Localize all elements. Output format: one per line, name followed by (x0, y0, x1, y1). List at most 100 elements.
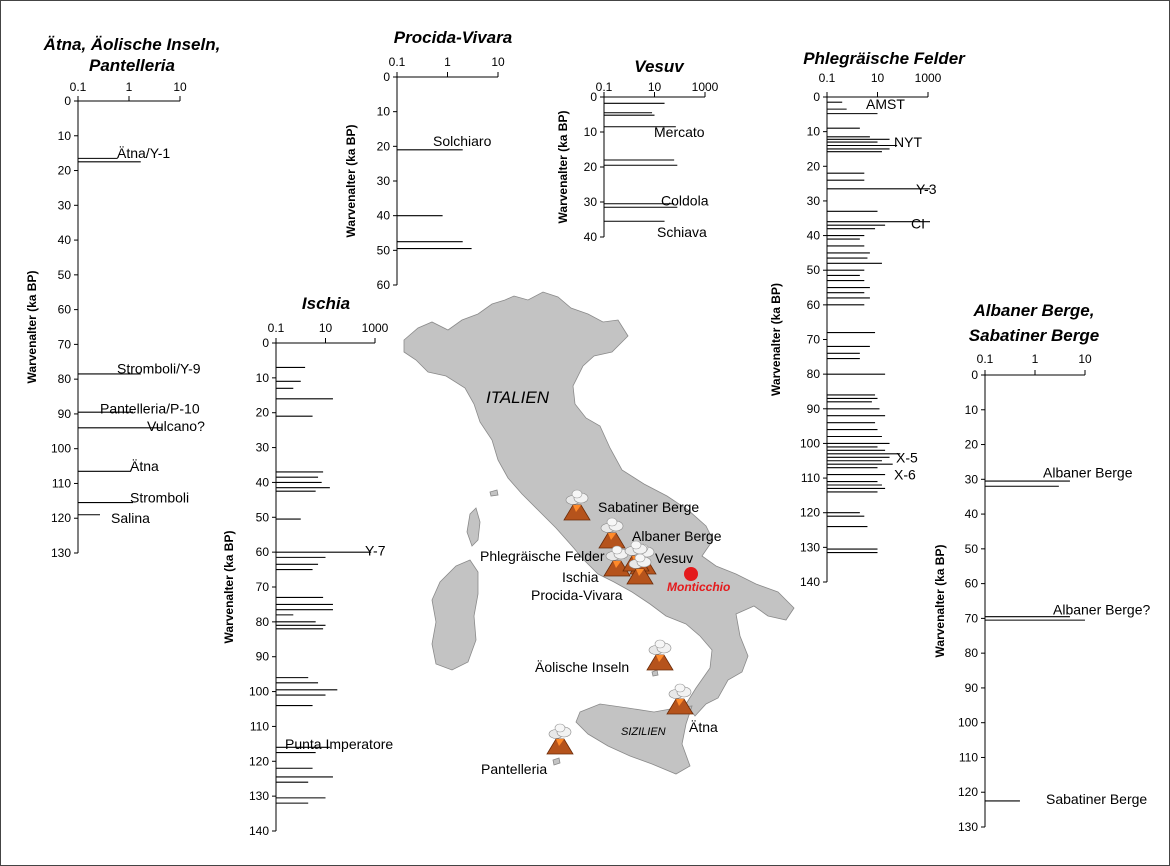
y-tick-label: 100 (51, 442, 71, 456)
map-label-aeolian: Äolische Inseln (535, 659, 629, 675)
y-tick-label: 60 (58, 303, 72, 317)
tephra-label: Stromboli/Y-9 (117, 361, 201, 377)
y-tick-label: 70 (58, 337, 72, 351)
panel-procida: Procida-Vivara 0.1 1 10 0 10 20 30 40 50 60 Warvena… (344, 28, 512, 292)
y-tick-label: 20 (965, 438, 979, 452)
tephra-label: Ätna (130, 458, 159, 474)
y-tick-label: 0 (383, 70, 390, 84)
map-label-ischia: Ischia (562, 569, 599, 585)
tephra-label: Pantelleria/P-10 (100, 401, 200, 417)
y-tick-label: 30 (58, 198, 72, 212)
tephra-label: Y-3 (916, 181, 937, 197)
y-tick-label: 70 (965, 611, 979, 625)
y-tick-label: 100 (249, 685, 269, 699)
y-tick-label: 50 (377, 243, 391, 257)
panel-ischia: Ischia 0.1 10 1000 0 10 20 30 40 50 60 70 80 90 100 110… (222, 294, 393, 838)
y-tick-label: 30 (256, 441, 270, 455)
aeolian-islands (651, 669, 659, 677)
y-tick-label: 20 (256, 406, 270, 420)
volcano-albaner-icon (598, 517, 626, 549)
map-label-pantelleria: Pantelleria (481, 761, 547, 777)
y-tick-label: 70 (807, 333, 821, 347)
panel-title: Ätna, Äolische Inseln, (43, 35, 221, 54)
y-tick-label: 60 (807, 298, 821, 312)
volcano-pantelleria-icon (546, 723, 574, 755)
y-tick-label: 110 (801, 471, 820, 485)
tephra-label: AMST (866, 96, 905, 112)
y-tick-label: 40 (584, 230, 598, 244)
map-label-albaner: Albaner Berge (632, 528, 722, 544)
y-tick-label: 20 (584, 160, 598, 174)
y-tick-label: 80 (807, 367, 821, 381)
y-tick-label: 20 (58, 164, 72, 178)
x-tick-label: 10 (319, 321, 333, 335)
y-tick-label: 10 (584, 125, 598, 139)
site-label: Monticchio (667, 580, 730, 594)
tephra-label: Schiava (657, 224, 707, 240)
tephra-label: Ätna/Y-1 (117, 145, 170, 161)
y-axis-label: Warvenalter (ka BP) (769, 283, 783, 396)
y-tick-label: 120 (958, 785, 978, 799)
y-tick-label: 30 (377, 174, 391, 188)
y-tick-label: 50 (807, 263, 821, 277)
tephra-label: Sabatiner Berge (1046, 791, 1147, 807)
y-tick-label: 110 (959, 750, 978, 764)
volcano-procida-icon (626, 553, 654, 585)
sardinia (431, 559, 479, 671)
y-axis-label: Warvenalter (ka BP) (556, 111, 570, 224)
panel-title: Vesuv (634, 57, 685, 76)
map-label-vesuv: Vesuv (655, 550, 693, 566)
y-tick-label: 90 (807, 402, 821, 416)
x-tick-label: 0.1 (389, 55, 406, 69)
italy-map: ITALIEN SIZILIEN Monticchio Sabatiner Be… (403, 291, 795, 777)
volcano-ischia-icon (603, 545, 631, 577)
y-tick-label: 30 (965, 472, 979, 486)
panel-title: Sabatiner Berge (969, 326, 1099, 345)
elba (489, 489, 499, 497)
y-tick-label: 20 (807, 159, 821, 173)
x-tick-label: 0.1 (819, 71, 836, 85)
y-tick-label: 130 (249, 789, 269, 803)
tephra-label: Solchiaro (433, 133, 492, 149)
tephra-label: NYT (894, 134, 922, 150)
tephra-label: Punta Imperatore (285, 736, 393, 752)
y-tick-label: 70 (256, 580, 270, 594)
y-tick-label: 60 (965, 577, 979, 591)
y-tick-label: 50 (58, 268, 72, 282)
italy-mainland (403, 291, 795, 717)
y-tick-label: 100 (800, 436, 820, 450)
y-tick-label: 60 (377, 278, 391, 292)
tephra-label: X-5 (896, 449, 918, 465)
y-tick-label: 120 (800, 506, 820, 520)
y-tick-label: 60 (256, 545, 270, 559)
tephra-label: X-6 (894, 467, 916, 483)
volcano-aetna-icon (666, 683, 694, 715)
y-tick-label: 0 (590, 90, 597, 104)
x-tick-label: 10 (1078, 352, 1092, 366)
x-tick-label: 10 (173, 80, 187, 94)
y-tick-label: 0 (971, 368, 978, 382)
tephra-label: Stromboli (130, 489, 189, 505)
x-tick-label: 1 (1032, 352, 1039, 366)
y-axis-label: Warvenalter (ka BP) (25, 271, 39, 384)
x-tick-label: 1 (126, 80, 133, 94)
y-axis-label: Warvenalter (ka BP) (222, 531, 236, 644)
y-tick-label: 90 (58, 407, 72, 421)
y-tick-label: 130 (800, 540, 820, 554)
x-tick-label: 1000 (692, 80, 719, 94)
y-axis-label: Warvenalter (ka BP) (933, 545, 947, 658)
panel-title: Phlegräische Felder (803, 49, 966, 68)
y-tick-label: 0 (262, 336, 269, 350)
x-tick-label: 0.1 (977, 352, 994, 366)
pantelleria-island (552, 757, 561, 766)
map-island-label: SIZILIEN (621, 726, 666, 738)
map-country-label: ITALIEN (486, 388, 550, 407)
y-axis-label: Warvenalter (ka BP) (344, 125, 358, 238)
tephra-label: Y-7 (365, 542, 386, 558)
tephra-label: Mercato (654, 124, 705, 140)
y-tick-label: 0 (64, 94, 71, 108)
x-tick-label: 10 (648, 80, 662, 94)
map-label-phlegraeische: Phlegräische Felder (480, 548, 605, 564)
